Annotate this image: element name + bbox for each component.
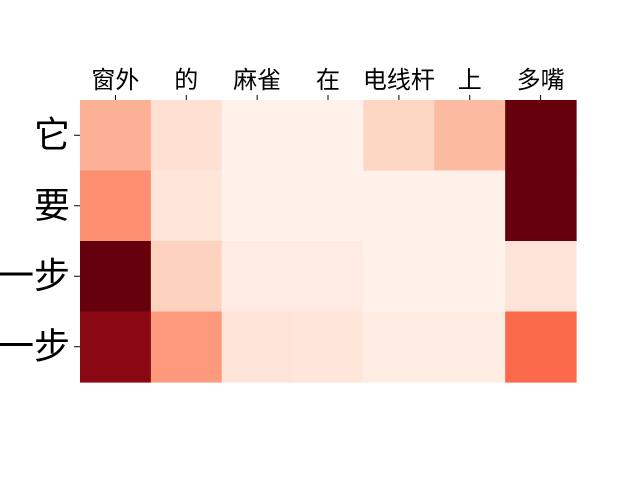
x-axis: 窗外 的 麻雀 在电线杆上 多嘴 — [91, 66, 565, 100]
heatmap-cell-r0-c0 — [80, 100, 152, 172]
x-tick-label: 麻雀 — [233, 66, 281, 94]
heatmap-cell-r3-c1 — [150, 311, 223, 383]
x-tick-label: 窗外 — [91, 66, 139, 94]
heatmap-cell-r2-c3 — [292, 241, 365, 313]
heatmap-cell-r2-c1 — [150, 241, 223, 313]
heatmap-cell-r1-c0 — [80, 170, 152, 242]
y-tick-label: 要 — [34, 185, 70, 226]
heatmap-cell-r3-c3 — [292, 311, 365, 383]
x-tick-label: 在 — [316, 66, 340, 94]
heatmap-cell-r2-c5 — [434, 241, 506, 313]
heatmap-cell-r3-c0 — [80, 311, 152, 383]
heatmap-cells — [80, 100, 577, 383]
heatmap-cell-r0-c6 — [505, 100, 577, 172]
heatmap-cell-r1-c4 — [363, 170, 435, 242]
heatmap-cell-r3-c5 — [434, 311, 506, 383]
heatmap-cell-r1-c3 — [292, 170, 365, 242]
heatmap-cell-r3-c2 — [221, 311, 294, 383]
x-tick-label: 多嘴 — [517, 66, 565, 94]
heatmap-cell-r0-c5 — [434, 100, 506, 172]
heatmap-cell-r3-c4 — [363, 311, 435, 383]
x-tick-label: 电线杆 — [363, 66, 435, 94]
heatmap-cell-r1-c2 — [221, 170, 294, 242]
heatmap-cell-r1-c5 — [434, 170, 506, 242]
heatmap-cell-r2-c4 — [363, 241, 435, 313]
y-tick-label: 它 — [34, 115, 70, 156]
heatmap-cell-r1-c6 — [505, 170, 577, 242]
y-tick-label: 一步 — [0, 326, 70, 367]
heatmap-cell-r0-c2 — [221, 100, 294, 172]
y-tick-label: 一步 — [0, 256, 70, 297]
heatmap-cell-r2-c2 — [221, 241, 294, 313]
heatmap-cell-r0-c3 — [292, 100, 365, 172]
heatmap-cell-r0-c1 — [150, 100, 223, 172]
heatmap-cell-r2-c0 — [80, 241, 152, 313]
heatmap-cell-r2-c6 — [505, 241, 577, 313]
heatmap-cell-r1-c1 — [150, 170, 223, 242]
x-tick-label: 上 — [458, 66, 482, 94]
x-tick-label: 的 — [174, 66, 198, 94]
heatmap-cell-r3-c6 — [505, 311, 577, 383]
heatmap-cell-r0-c4 — [363, 100, 435, 172]
